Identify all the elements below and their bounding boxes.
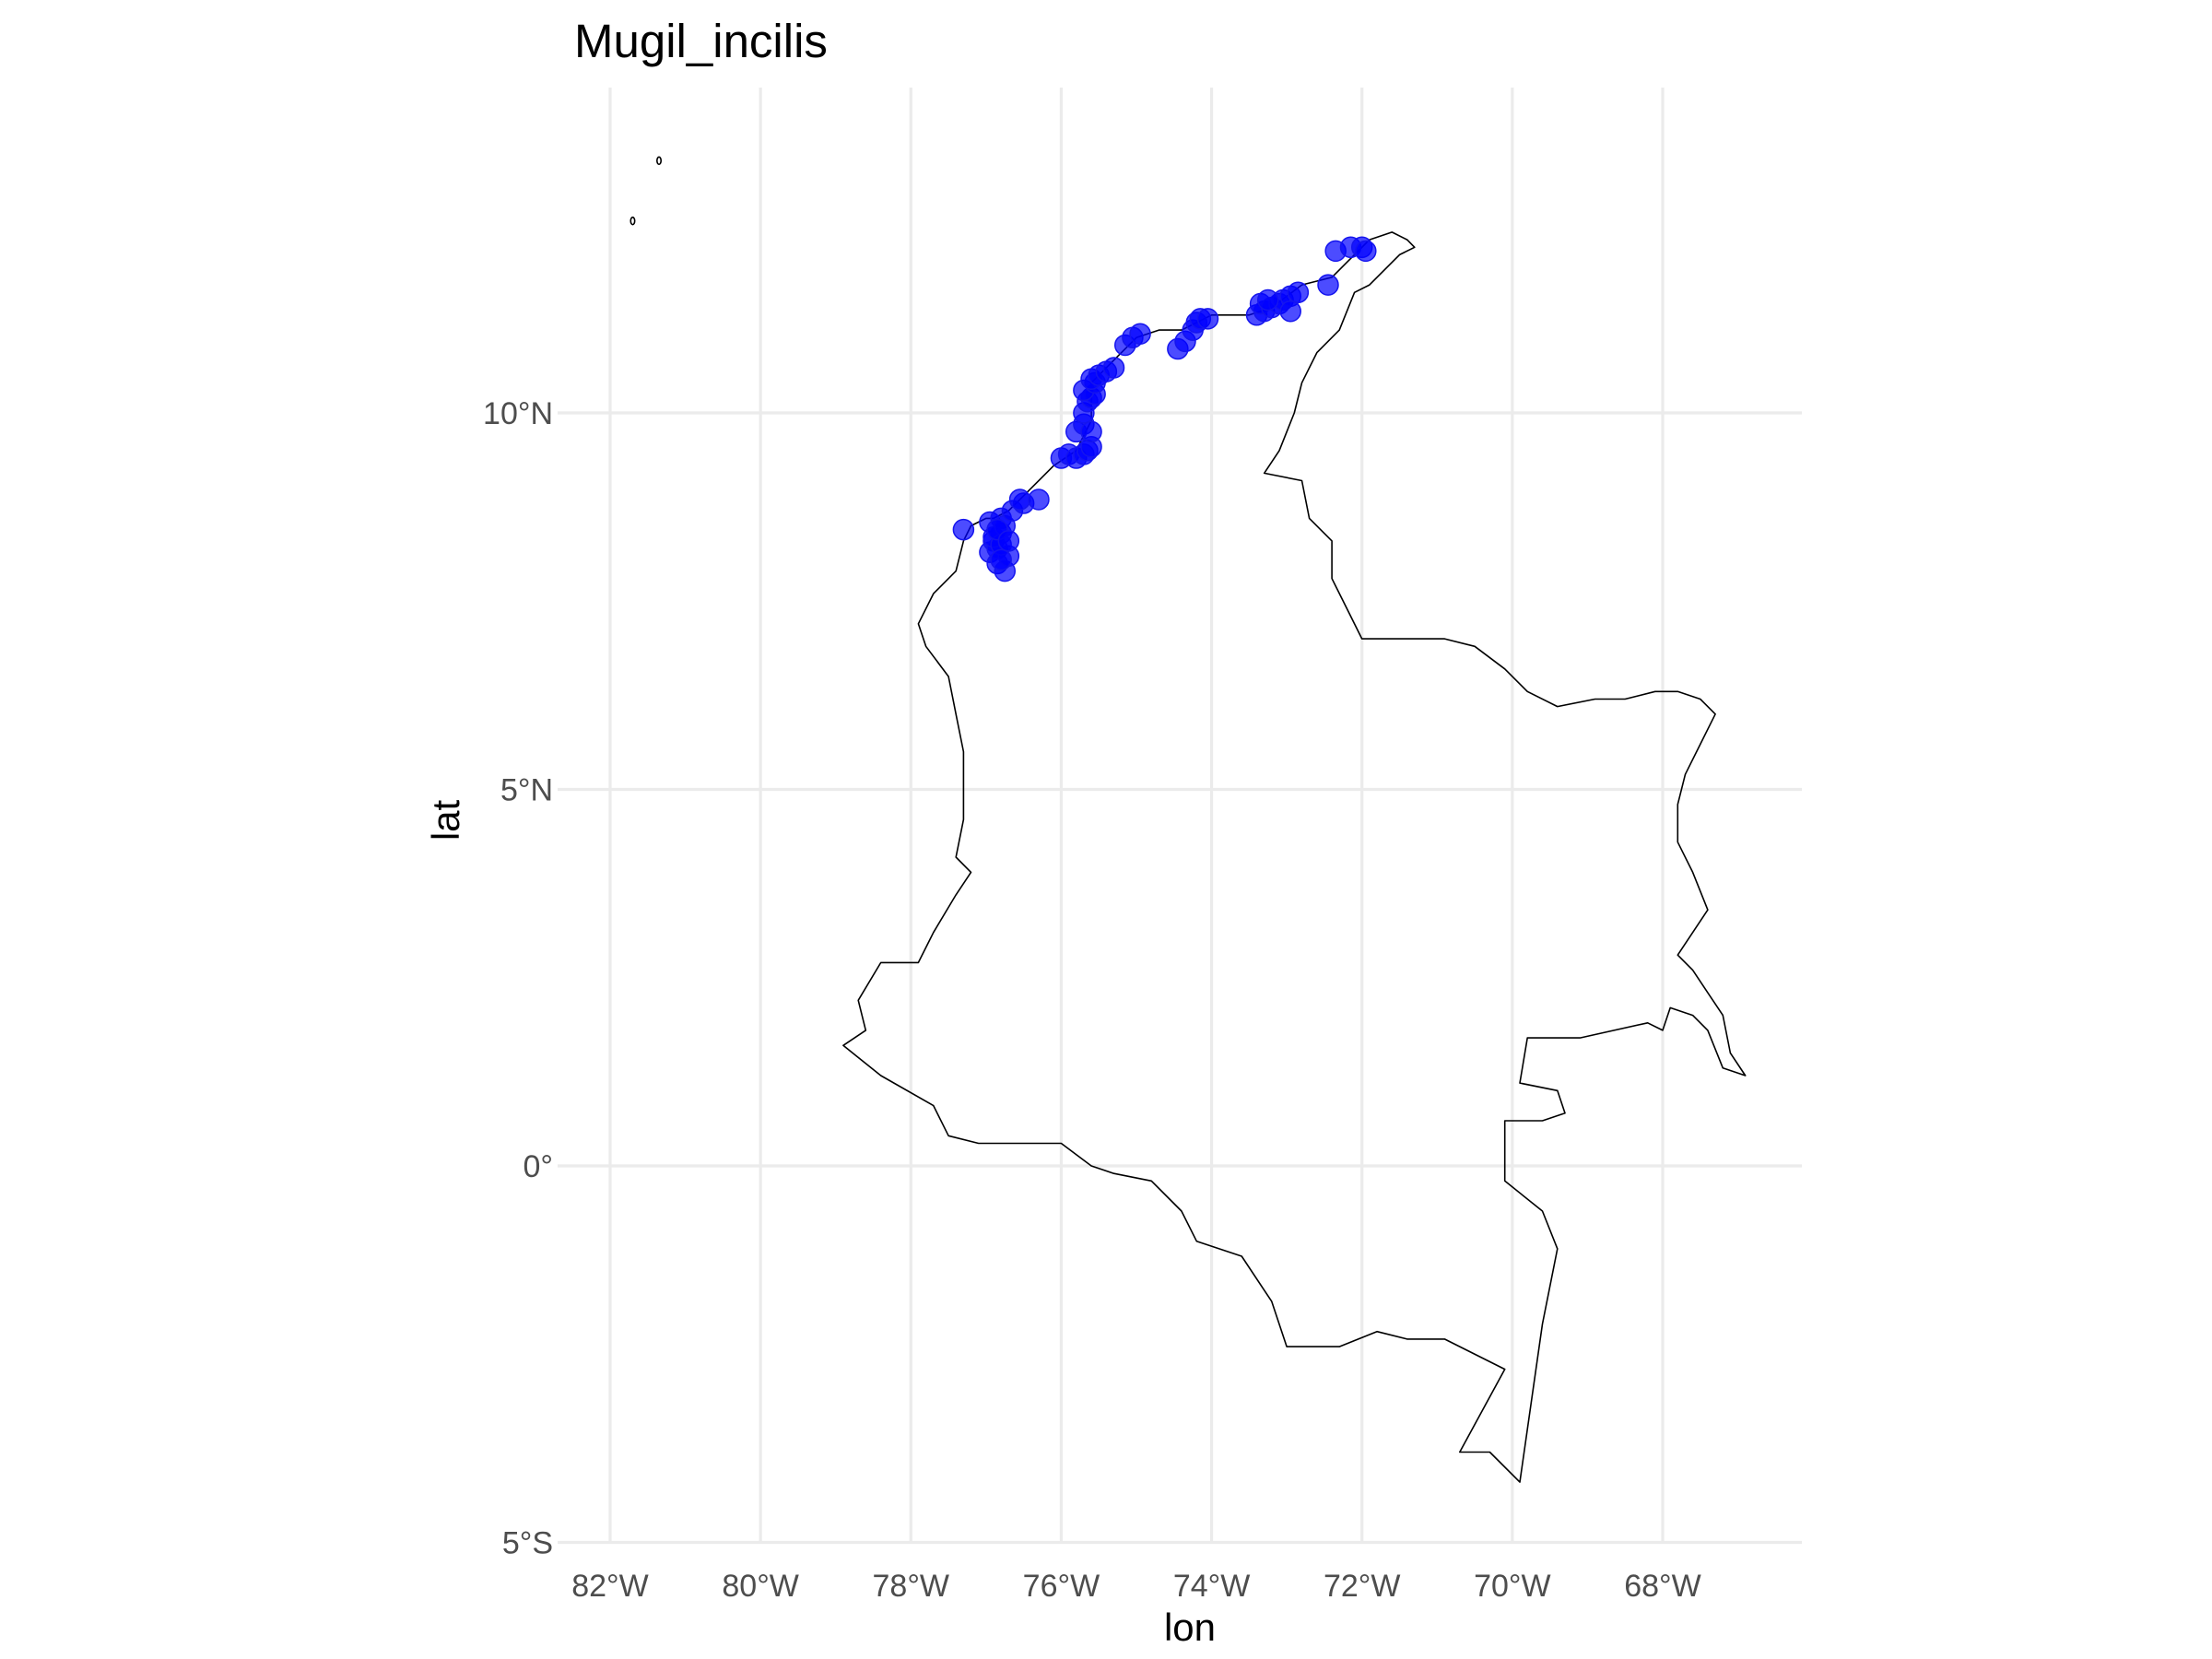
occurrence-point <box>1317 274 1339 296</box>
y-tick-label: 5°N <box>500 773 553 808</box>
x-tick-label: 82°W <box>571 1569 649 1604</box>
y-axis-title: lat <box>424 799 467 841</box>
occurrence-point <box>990 548 1012 571</box>
x-tick-label: 68°W <box>1624 1569 1701 1604</box>
occurrence-point <box>952 518 975 541</box>
y-tick-label: 5°S <box>502 1526 553 1561</box>
x-tick-label: 78°W <box>873 1569 950 1604</box>
occurrence-point <box>1279 300 1301 323</box>
island-outline <box>629 216 636 226</box>
occurrence-point <box>997 530 1020 552</box>
x-axis-title: lon <box>1164 1606 1216 1649</box>
occurrence-points <box>952 236 1377 582</box>
x-tick-label: 74°W <box>1173 1569 1251 1604</box>
occurrence-point <box>1287 281 1310 304</box>
occurrence-point <box>1355 240 1377 263</box>
occurrence-point <box>1008 488 1031 511</box>
occurrence-point <box>1129 323 1151 345</box>
x-tick-label: 70°W <box>1474 1569 1551 1604</box>
occurrence-point <box>1102 357 1125 379</box>
x-tick-labels: 82°W 80°W 78°W 76°W 74°W 72°W 70°W 68°W <box>571 1569 1701 1604</box>
occurrence-point <box>1196 308 1219 330</box>
grid <box>558 88 1802 1545</box>
x-tick-label: 76°W <box>1023 1569 1100 1604</box>
occurrence-point <box>1257 288 1279 312</box>
occurrence-point <box>1028 488 1050 511</box>
x-tick-label: 80°W <box>722 1569 799 1604</box>
country-outline <box>629 156 1747 1483</box>
occurrence-point <box>1080 420 1102 443</box>
y-tick-label: 0° <box>523 1149 553 1184</box>
chart-title: Mugil_incilis <box>574 15 828 67</box>
country-border <box>842 231 1747 1483</box>
y-tick-labels: 5°S 0° 5°N 10°N <box>483 396 553 1561</box>
island-outline <box>656 156 663 166</box>
x-tick-label: 72°W <box>1324 1569 1401 1604</box>
y-tick-label: 10°N <box>483 396 553 431</box>
